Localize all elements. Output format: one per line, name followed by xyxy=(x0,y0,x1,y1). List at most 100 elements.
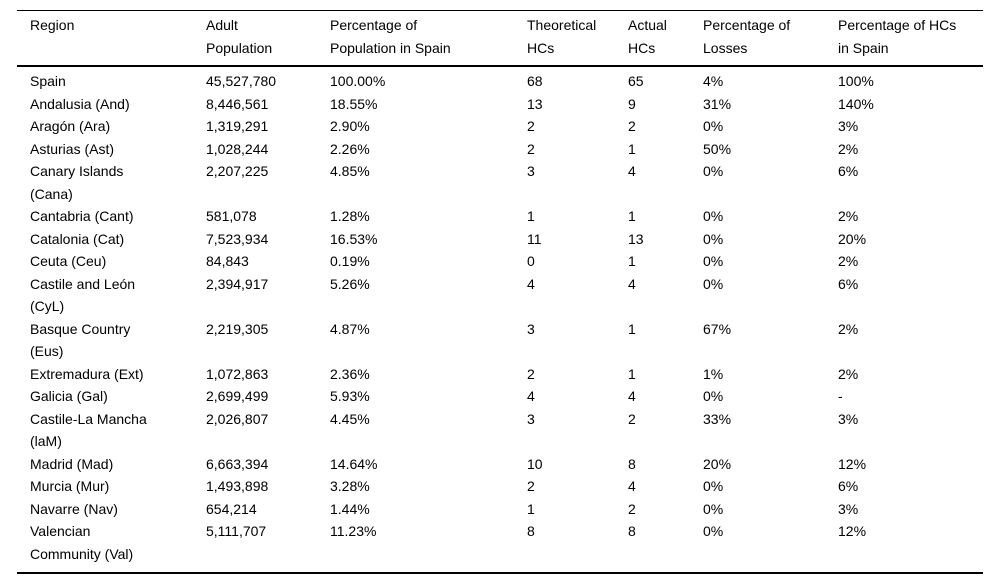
table-row: Murcia (Mur) 1,493,898 3.28% 2 4 0% 6% xyxy=(17,475,983,498)
cell-adult-population: 2,207,225 xyxy=(193,160,317,205)
cell-value: 4 xyxy=(527,388,535,404)
table-body: Spain 45,527,780 100.00% 68 65 4% 100% Andalusi… xyxy=(17,66,983,573)
cell-pct-hcs-spain: 12% xyxy=(825,520,983,573)
cell-actual-hcs: 2 xyxy=(615,498,690,521)
cell-value: Madrid (Mad) xyxy=(30,455,114,472)
cell-value: Castile-La Mancha (laM) xyxy=(30,410,147,450)
cell-value: 0% xyxy=(703,118,724,134)
cell-value: 2,207,225 xyxy=(206,163,269,179)
column-header-label: Actual HCs xyxy=(628,17,667,56)
cell-value: 2 xyxy=(628,410,636,427)
cell-actual-hcs: 13 xyxy=(615,228,690,251)
cell-value: 1.44% xyxy=(330,500,370,517)
cell-value: 2 xyxy=(527,478,535,494)
cell-value: 4 xyxy=(628,275,636,292)
cell-value: 0% xyxy=(703,208,724,224)
cell-region: Castile and León (CyL) xyxy=(17,273,193,318)
cell-region: Asturias (Ast) xyxy=(17,138,193,161)
column-header-pct-hcs-spain: Percentage of HCs in Spain xyxy=(825,10,983,67)
cell-theoretical-hcs: 0 xyxy=(514,250,615,273)
cell-pct-population-spain: 3.28% xyxy=(317,475,514,498)
cell-pct-hcs-spain: 140% xyxy=(825,93,983,116)
cell-actual-hcs: 1 xyxy=(615,318,690,363)
cell-value: 0% xyxy=(703,500,724,517)
cell-pct-losses: 31% xyxy=(690,93,825,116)
cell-value: 18.55% xyxy=(330,95,378,112)
cell-value: 6% xyxy=(838,478,859,494)
cell-pct-hcs-spain: 2% xyxy=(825,205,983,228)
cell-theoretical-hcs: 3 xyxy=(514,318,615,363)
cell-actual-hcs: 1 xyxy=(615,138,690,161)
cell-adult-population: 5,111,707 xyxy=(193,520,317,573)
cell-value: 2 xyxy=(527,365,535,382)
cell-value: 3 xyxy=(527,410,535,427)
cell-value: Cantabria (Cant) xyxy=(30,208,134,224)
column-header-label: Percentage of HCs in Spain xyxy=(838,17,957,56)
cell-value: 13 xyxy=(527,95,543,112)
cell-adult-population: 45,527,780 xyxy=(193,66,317,93)
cell-adult-population: 1,028,244 xyxy=(193,138,317,161)
cell-value: Catalonia (Cat) xyxy=(30,230,125,247)
cell-value: 14.64% xyxy=(330,455,378,472)
cell-value: 3% xyxy=(838,500,859,517)
cell-value: 8 xyxy=(628,523,636,539)
cell-adult-population: 7,523,934 xyxy=(193,228,317,251)
cell-value: 4 xyxy=(628,388,636,404)
cell-region: Basque Country (Eus) xyxy=(17,318,193,363)
cell-value: 12% xyxy=(838,523,867,539)
cell-pct-hcs-spain: 3% xyxy=(825,115,983,138)
cell-value: 0% xyxy=(703,163,724,179)
table-row: Extremadura (Ext) 1,072,863 2.36% 2 1 1% 2% xyxy=(17,363,983,386)
cell-value: 2.36% xyxy=(330,365,370,382)
cell-pct-hcs-spain: 6% xyxy=(825,475,983,498)
cell-pct-losses: 0% xyxy=(690,250,825,273)
cell-pct-losses: 0% xyxy=(690,273,825,318)
cell-theoretical-hcs: 1 xyxy=(514,498,615,521)
column-header-label: Percentage of Population in Spain xyxy=(330,17,451,56)
regions-hcs-table: Region Adult Population Percentage of Popu… xyxy=(17,10,983,574)
cell-adult-population: 84,843 xyxy=(193,250,317,273)
cell-theoretical-hcs: 2 xyxy=(514,475,615,498)
cell-value: 0.19% xyxy=(330,253,370,269)
cell-pct-losses: 0% xyxy=(690,228,825,251)
cell-pct-hcs-spain: 2% xyxy=(825,318,983,363)
cell-value: Asturias (Ast) xyxy=(30,140,115,157)
cell-value: 4% xyxy=(703,73,724,89)
cell-region: Canary Islands (Cana) xyxy=(17,160,193,205)
table-row: Canary Islands (Cana) 2,207,225 4.85% 3 4 0% 6… xyxy=(17,160,983,205)
cell-region: Galicia (Gal) xyxy=(17,385,193,408)
cell-pct-losses: 33% xyxy=(690,408,825,453)
cell-value: Aragón (Ara) xyxy=(30,118,111,134)
cell-pct-population-spain: 1.28% xyxy=(317,205,514,228)
cell-region: Extremadura (Ext) xyxy=(17,363,193,386)
cell-theoretical-hcs: 1 xyxy=(514,205,615,228)
column-header-pct-population-spain: Percentage of Population in Spain xyxy=(317,10,514,67)
cell-value: Andalusia (And) xyxy=(30,95,130,112)
cell-theoretical-hcs: 4 xyxy=(514,273,615,318)
cell-pct-population-spain: 100.00% xyxy=(317,66,514,93)
cell-region: Murcia (Mur) xyxy=(17,475,193,498)
cell-value: 140% xyxy=(838,95,874,112)
cell-value: 1,028,244 xyxy=(206,140,269,157)
cell-adult-population: 2,026,807 xyxy=(193,408,317,453)
cell-value: 8 xyxy=(527,523,535,539)
cell-value: 7,523,934 xyxy=(206,230,269,247)
cell-pct-population-spain: 14.64% xyxy=(317,453,514,476)
cell-value: 16.53% xyxy=(330,230,378,247)
cell-pct-population-spain: 2.26% xyxy=(317,138,514,161)
table-row: Ceuta (Ceu) 84,843 0.19% 0 1 0% 2% xyxy=(17,250,983,273)
cell-pct-hcs-spain: 3% xyxy=(825,498,983,521)
cell-pct-losses: 0% xyxy=(690,115,825,138)
cell-value: 8,446,561 xyxy=(206,95,269,112)
column-header-adult-population: Adult Population xyxy=(193,10,317,67)
cell-value: 13 xyxy=(628,230,644,247)
cell-pct-population-spain: 2.36% xyxy=(317,363,514,386)
cell-value: 100.00% xyxy=(330,73,386,89)
table-header: Region Adult Population Percentage of Popu… xyxy=(17,10,983,67)
cell-theoretical-hcs: 2 xyxy=(514,363,615,386)
cell-value: 3.28% xyxy=(330,478,370,494)
cell-value: Extremadura (Ext) xyxy=(30,365,144,382)
cell-value: 654,214 xyxy=(206,500,257,517)
cell-pct-hcs-spain: 100% xyxy=(825,66,983,93)
cell-value: 4.45% xyxy=(330,410,370,427)
